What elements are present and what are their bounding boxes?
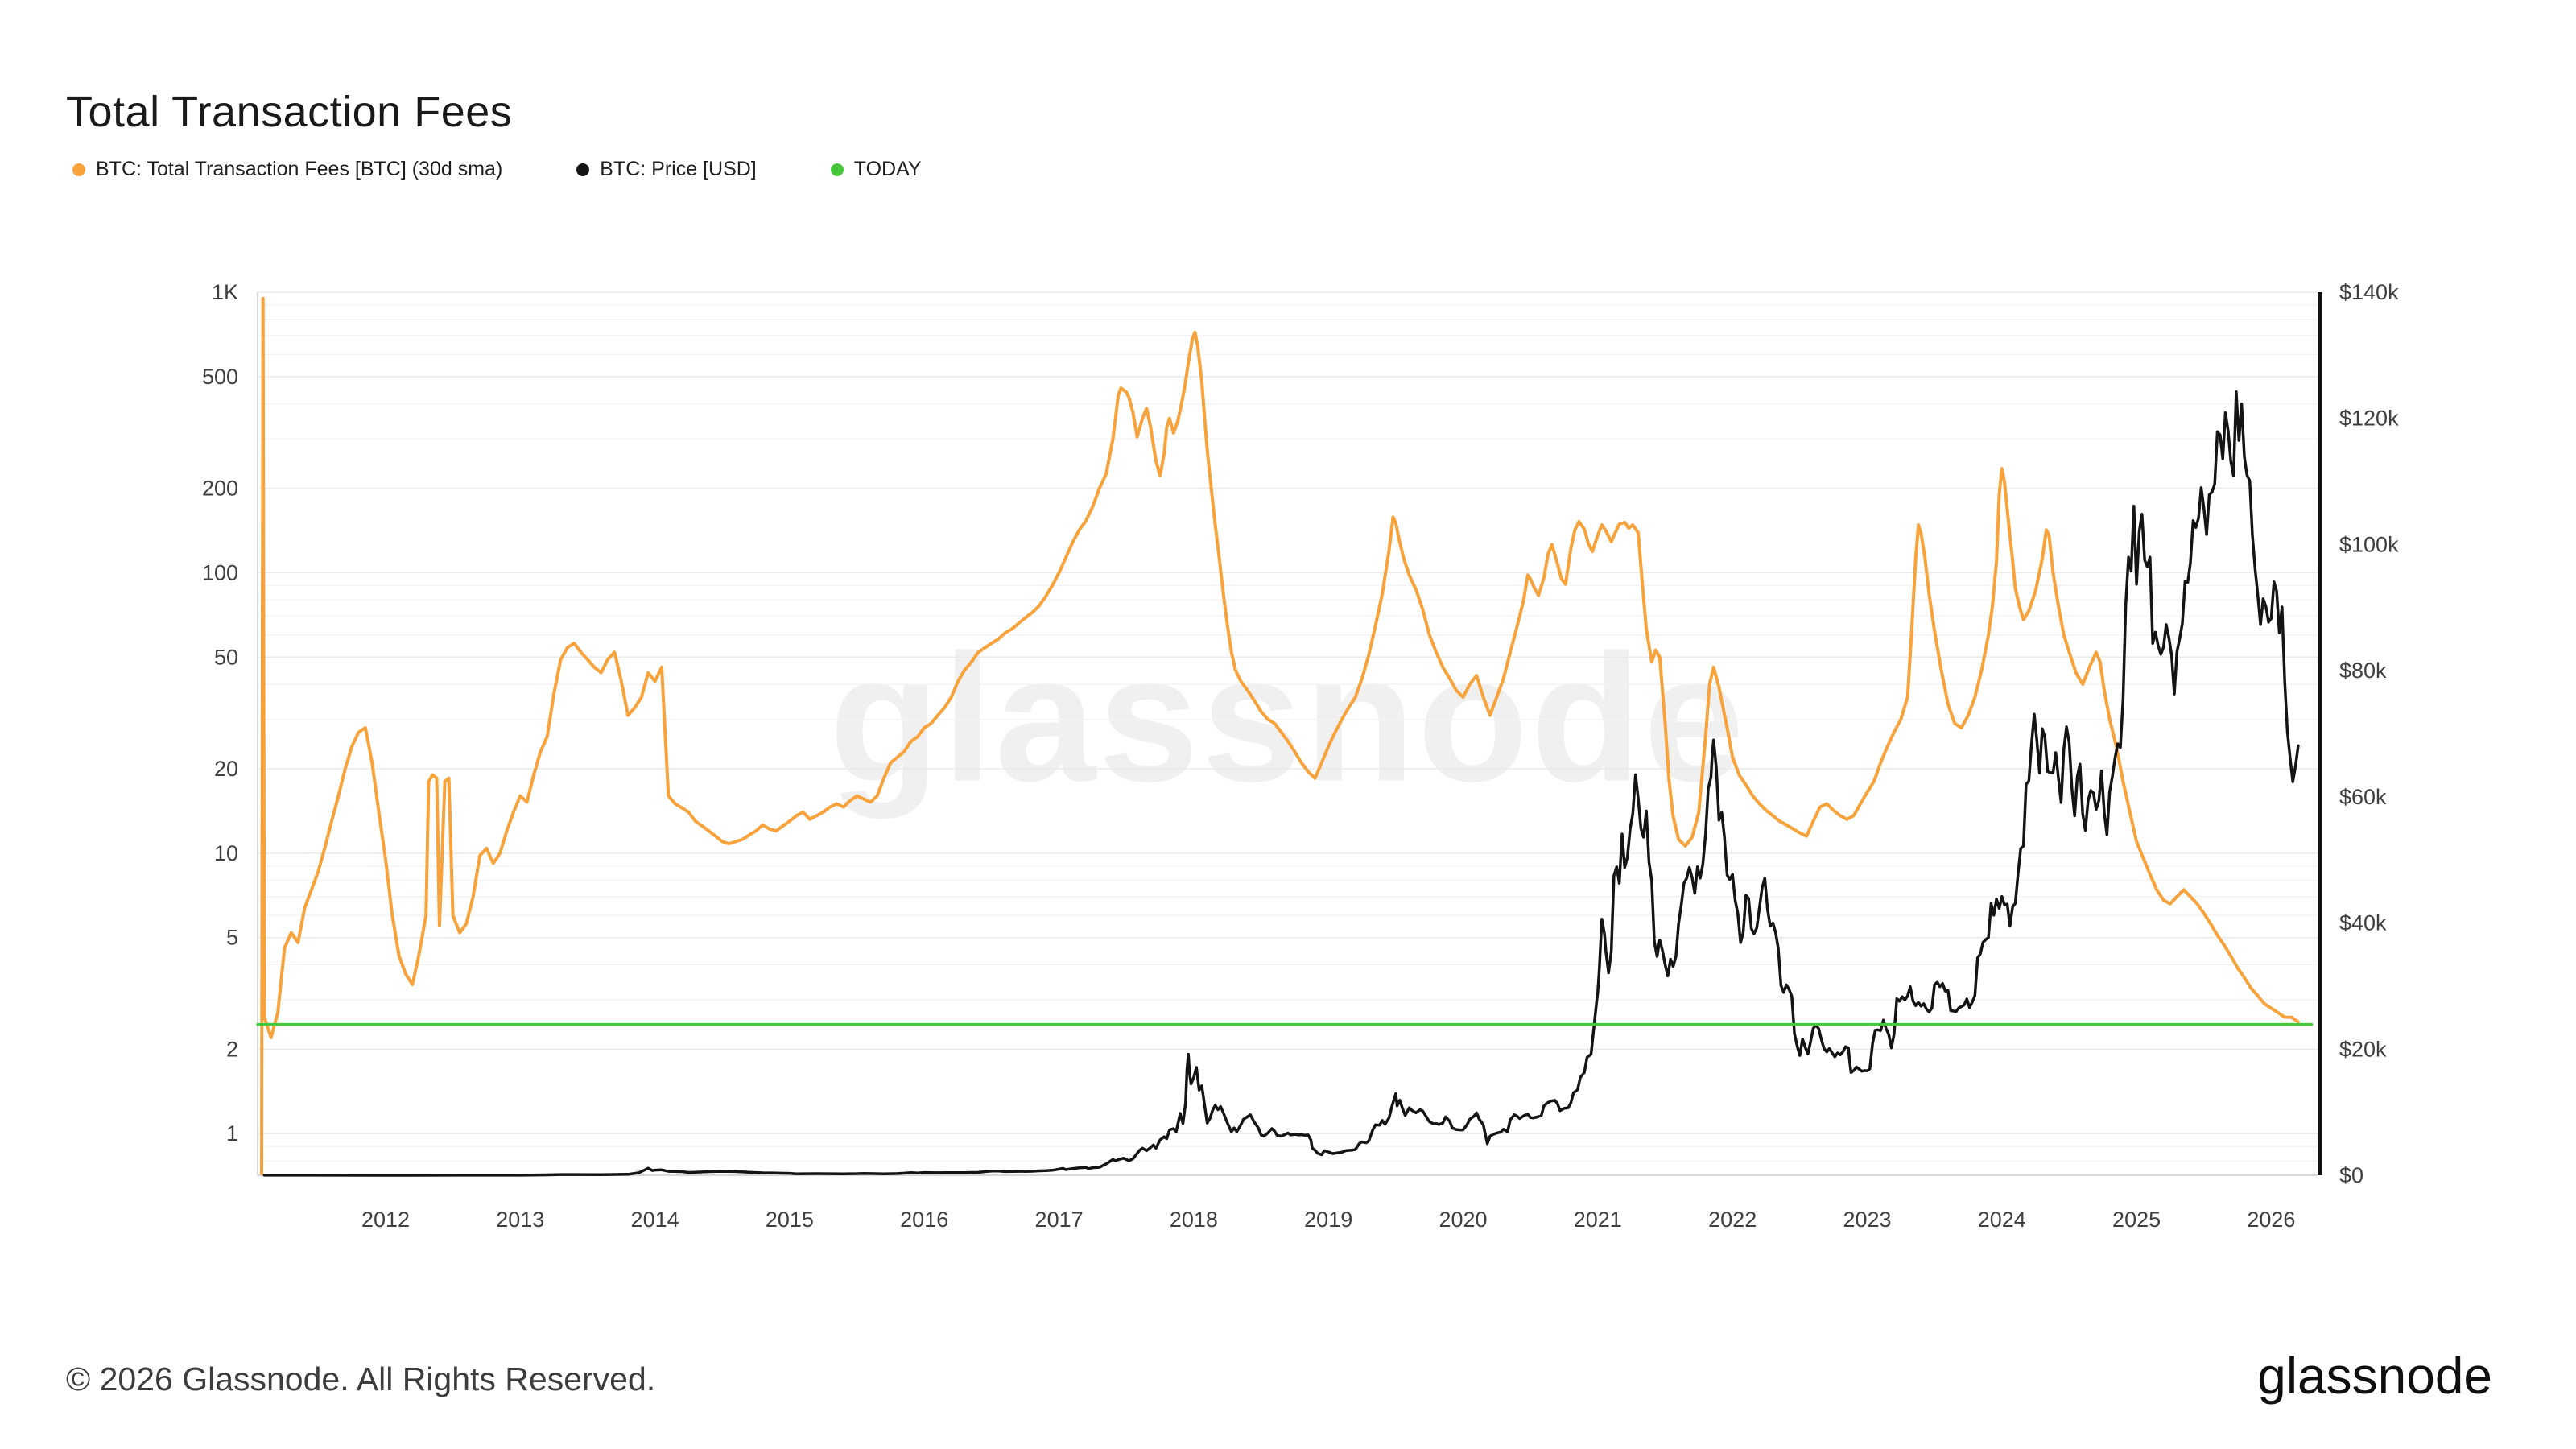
y-left-tick-label: 500 (202, 365, 238, 389)
legend-label: TODAY (853, 158, 922, 180)
x-tick-label: 2014 (631, 1208, 679, 1232)
legend-item-today[interactable]: TODAY (830, 158, 922, 181)
x-tick-label: 2023 (1843, 1208, 1891, 1232)
y-right-tick-label: $40k (2339, 911, 2387, 935)
legend-dot-icon (72, 163, 85, 176)
x-tick-label: 2026 (2247, 1208, 2295, 1232)
legend-label: BTC: Total Transaction Fees [BTC] (30d s… (96, 158, 503, 180)
y-right-tick-label: $60k (2339, 785, 2387, 809)
y-right-tick-label: $100k (2339, 532, 2399, 556)
x-tick-label: 2017 (1035, 1208, 1084, 1232)
x-tick-label: 2022 (1708, 1208, 1757, 1232)
y-right-tick-label: $20k (2339, 1037, 2387, 1061)
y-left-tick-label: 1 (226, 1121, 238, 1146)
legend-item-price[interactable]: BTC: Price [USD] (576, 158, 757, 181)
x-tick-label: 2012 (361, 1208, 410, 1232)
legend-label: BTC: Price [USD] (600, 158, 757, 180)
y-left-tick-label: 20 (214, 757, 238, 781)
fees-price-chart[interactable]: 1K 500 200 100 50 20 10 5 2 1 $0 $20k $40k $60k $80k $1… (0, 0, 2576, 1304)
y-left-tick-label: 100 (202, 560, 238, 584)
y-right-tick-label: $120k (2339, 407, 2399, 431)
y-right-tick-label: $80k (2339, 658, 2387, 683)
legend-dot-icon (576, 163, 590, 176)
x-tick-label: 2025 (2112, 1208, 2161, 1232)
legend-item-fees[interactable]: BTC: Total Transaction Fees [BTC] (30d s… (72, 158, 502, 181)
legend-dot-icon (830, 163, 844, 176)
copyright-text: © 2026 Glassnode. All Rights Reserved. (66, 1360, 656, 1397)
page-title: Total Transaction Fees (66, 88, 513, 137)
y-left-tick-label: 5 (226, 926, 238, 950)
y-left-tick-label: 200 (202, 477, 238, 501)
x-tick-label: 2024 (1978, 1208, 2026, 1232)
glassnode-logo: glassnode (2257, 1347, 2492, 1405)
x-tick-label: 2018 (1170, 1208, 1218, 1232)
y-right-tick-label: $0 (2339, 1163, 2363, 1187)
fees-series-line (260, 296, 2300, 1175)
y-left-tick-label: 10 (214, 841, 238, 865)
legend: BTC: Total Transaction Fees [BTC] (30d s… (72, 158, 922, 181)
x-tick-label: 2015 (766, 1208, 814, 1232)
x-tick-label: 2016 (900, 1208, 948, 1232)
x-tick-label: 2013 (496, 1208, 544, 1232)
x-tick-label: 2020 (1439, 1208, 1487, 1232)
y-left-tick-label: 1K (212, 280, 238, 304)
x-tick-label: 2021 (1574, 1208, 1622, 1232)
y-left-tick-label: 50 (214, 645, 238, 669)
y-right-tick-label: $140k (2339, 280, 2399, 304)
y-left-tick-label: 2 (226, 1037, 238, 1061)
x-tick-label: 2019 (1304, 1208, 1352, 1232)
price-series-line (262, 390, 2300, 1177)
